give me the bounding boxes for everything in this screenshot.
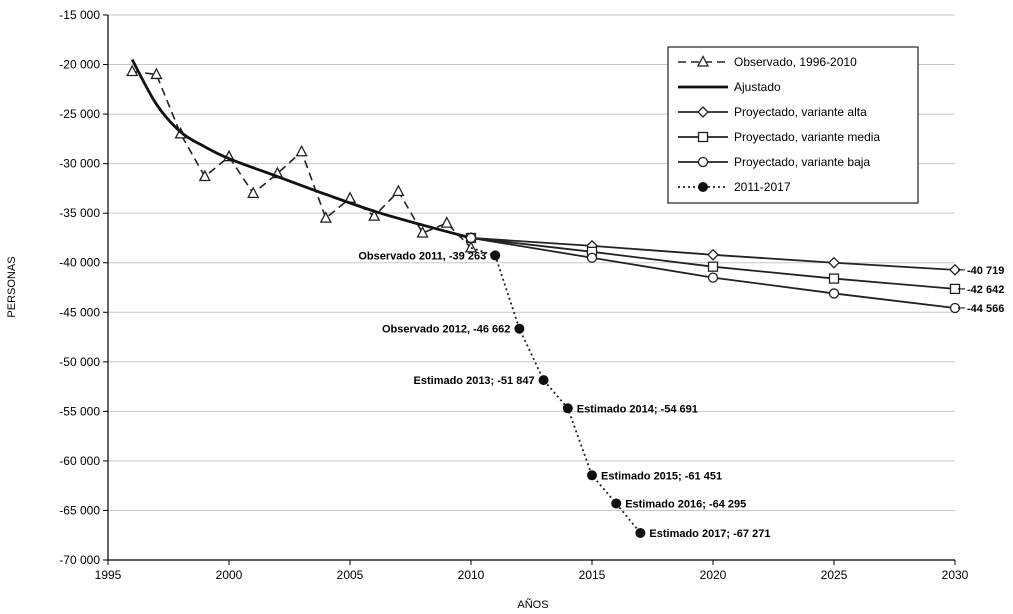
data-point (440, 216, 453, 228)
data-point (490, 250, 501, 261)
legend-swatch-marker (697, 156, 709, 168)
y-tick-label: -30 000 (59, 157, 100, 171)
legend-entry-label: Proyectado, variante media (734, 130, 880, 144)
data-point (198, 169, 211, 182)
series-1 (130, 58, 472, 240)
data-point (416, 226, 429, 238)
data-point (368, 209, 381, 221)
data-label: Estimado 2014; -54 691 (577, 403, 698, 415)
data-point (126, 64, 139, 77)
x-axis-title: AÑOS (517, 598, 548, 611)
data-label: Estimado 2017; -67 271 (649, 528, 770, 540)
data-point (707, 261, 719, 272)
data-label: Estimado 2015; -61 451 (601, 470, 722, 482)
data-point (247, 186, 260, 199)
x-tick-label: 2010 (458, 568, 485, 582)
data-point (295, 144, 308, 157)
series-layer (126, 58, 961, 538)
data-point (586, 252, 598, 263)
y-tick-label: -15 000 (59, 8, 100, 22)
legend-entry-label: Proyectado, variante alta (734, 105, 867, 119)
data-point (392, 184, 405, 197)
x-tick-label: 2030 (942, 568, 969, 582)
series-5 (470, 247, 646, 538)
y-tick-label: -65 000 (59, 503, 100, 517)
data-point (514, 323, 525, 334)
legend: Observado, 1996-2010 Ajustado Proyectado, … (667, 46, 919, 204)
data-point (538, 375, 549, 386)
data-label: Estimado 2013; -51 847 (414, 375, 535, 387)
data-point (828, 288, 840, 299)
y-tick-label: -50 000 (59, 355, 100, 369)
data-point (465, 232, 477, 244)
legend-entry-label: 2011-2017 (734, 180, 791, 194)
data-point (949, 263, 961, 276)
data-label: -44 566 (967, 303, 1004, 315)
legend-swatch-marker (696, 55, 710, 67)
data-label: Observado 2011, -39 263 (358, 250, 486, 262)
y-tick-label: -70 000 (59, 553, 100, 567)
legend-swatch-marker (698, 182, 708, 192)
legend-swatch-marker (697, 106, 709, 118)
data-point (587, 470, 597, 481)
data-point (611, 498, 622, 509)
legend-entry-label: Ajustado (734, 80, 781, 94)
x-tick-label: 2025 (821, 568, 848, 582)
gridlines (108, 14, 955, 561)
data-point (464, 240, 478, 253)
y-tick-label: -35 000 (59, 206, 100, 220)
legend-entry-label: Observado, 1996-2010 (734, 55, 857, 69)
data-point (150, 67, 163, 80)
legend-swatch-marker (697, 131, 709, 143)
data-point (707, 248, 719, 261)
data-label: Estimado 2016; -64 295 (625, 498, 746, 510)
y-tick-label: -45 000 (59, 305, 100, 319)
x-tick-label: 2005 (337, 568, 364, 582)
x-tick-label: 2020 (700, 568, 727, 582)
series-0 (126, 64, 478, 253)
data-label: -42 642 (967, 284, 1004, 296)
axes: -15 000 -20 000 -25 000 -30 000 -35 000 -40 0… (59, 8, 968, 582)
data-point (319, 211, 332, 223)
legend-entry-label: Proyectado, variante baja (734, 155, 870, 169)
x-tick-label: 2000 (216, 568, 243, 582)
data-point (828, 273, 840, 284)
y-axis-title: PERSONAS (6, 256, 18, 317)
data-label: Observado 2012, -46 662 (382, 324, 510, 336)
y-tick-label: -55 000 (59, 404, 100, 418)
annotation-layer: Observado 2011, -39 263 Observado 2012, -… (358, 250, 1004, 540)
y-tick-label: -60 000 (59, 454, 100, 468)
data-label: -40 719 (967, 265, 1004, 277)
y-tick-label: -20 000 (59, 58, 100, 72)
series-line (130, 58, 472, 240)
data-point (562, 403, 573, 414)
series-4 (465, 232, 961, 314)
data-point (707, 272, 719, 283)
y-tick-label: -25 000 (59, 107, 100, 121)
data-point (828, 256, 840, 269)
legend-box (667, 46, 919, 204)
data-point (635, 527, 646, 538)
y-tick-label: -40 000 (59, 256, 100, 270)
x-tick-label: 1995 (95, 568, 122, 582)
x-tick-label: 2015 (579, 568, 606, 582)
